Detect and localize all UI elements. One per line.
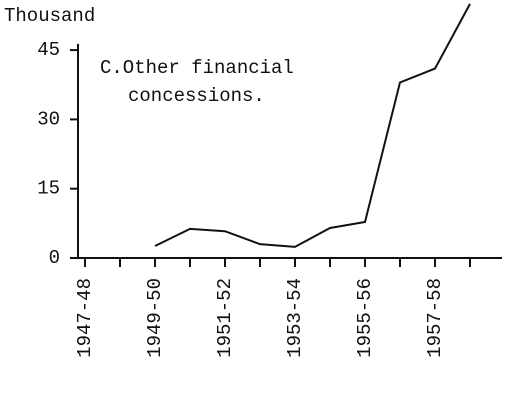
x-tick-label: 1953-54 <box>284 278 306 358</box>
y-tick-label: 45 <box>37 39 60 61</box>
x-tick-label: 1957-58 <box>424 278 446 358</box>
annotation: concessions. <box>128 85 265 107</box>
x-tick-label: 1955-56 <box>354 278 376 358</box>
x-tick-label: 1949-50 <box>144 278 166 358</box>
y-tick-label: 15 <box>37 178 60 200</box>
x-tick-label: 1947-48 <box>74 278 96 358</box>
line <box>154 3 471 248</box>
y-tick-label: 30 <box>37 108 60 130</box>
y-axis-label: Thousand <box>4 5 95 27</box>
x-tick-label: 1951-52 <box>214 278 236 358</box>
y-tick-label: 0 <box>49 247 60 269</box>
annotation: C.Other financial <box>100 57 294 79</box>
